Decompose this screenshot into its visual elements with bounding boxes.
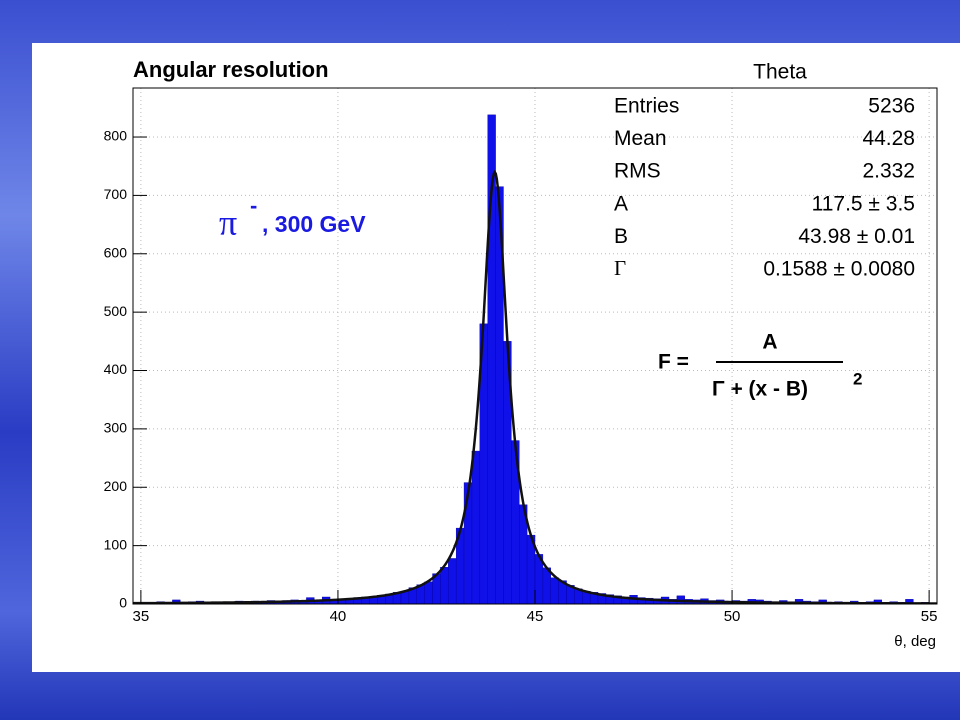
y-tick-label: 100 [104,536,128,552]
y-tick-label: 600 [104,244,128,260]
chart-title: Angular resolution [133,57,329,82]
annotation: π - , 300 GeV [219,193,366,242]
stats-value: 43.98 ± 0.01 [798,225,915,248]
bar [905,599,914,604]
y-tick-label: 0 [119,595,127,611]
hist-name: Theta [753,61,807,84]
stats-value: 117.5 ± 3.5 [812,192,915,215]
stats-label: RMS [614,160,661,183]
bar [471,450,481,604]
bar [542,567,551,604]
stats-label: Mean [614,127,667,150]
y-tick-label: 500 [104,303,128,319]
y-tick-label: 700 [104,186,128,202]
formula-power: 2 [853,369,862,388]
x-tick-label: 45 [527,608,544,625]
y-tick-label: 800 [104,128,128,144]
x-tick-label: 35 [133,608,150,625]
formula-denominator: Γ + (x - B) [712,378,808,401]
x-tick-label: 40 [330,608,347,625]
annotation-symbol: π [219,202,237,242]
formula-lhs: F = [658,351,689,374]
y-tick-label: 300 [104,420,128,436]
stats-value: 2.332 [862,160,915,183]
formula: F = A Γ + (x - B) 2 [658,331,862,401]
y-tick-label: 200 [104,478,128,494]
stats-value: 5236 [868,95,915,118]
annotation-sup: - [250,193,257,218]
bar [550,577,559,604]
bar [424,581,433,604]
annotation-text: , 300 GeV [262,211,366,237]
fit-curve [133,169,937,604]
plot-area [133,88,937,604]
stats-box: Entries 5236 Mean 44.28 RMS 2.332 A 117.5 ± 3.5… [614,95,915,281]
stats-value: 0.1588 ± 0.0080 [763,258,915,281]
stats-label: Entries [614,95,679,118]
x-tick-label: 50 [724,608,741,625]
x-axis-label: θ, deg [894,633,936,650]
stats-label: A [614,192,628,215]
stats-label: Γ [614,256,626,280]
x-tick-label: 55 [921,608,938,625]
stats-value: 44.28 [862,127,915,150]
y-tick-label: 400 [104,361,128,377]
bar [448,558,457,604]
bar [440,567,449,604]
plot-frame [132,87,938,605]
formula-numerator: A [762,331,777,354]
stats-label: B [614,225,628,248]
